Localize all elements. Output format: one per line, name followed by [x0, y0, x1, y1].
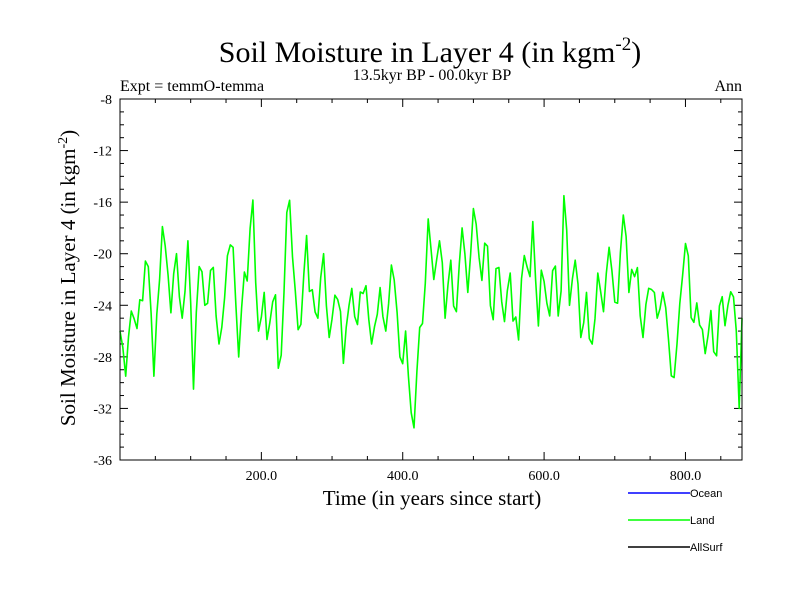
y-tick-label: -32 [93, 402, 112, 417]
y-tick-label: -24 [93, 299, 112, 314]
y-tick-label: -28 [93, 351, 112, 366]
y-tick-label: -12 [93, 145, 112, 160]
x-axis-label: Time (in years since start) [323, 486, 542, 510]
legend-label-land: Land [690, 515, 714, 527]
y-tick-label: -36 [93, 454, 112, 469]
x-tick-label: 400.0 [387, 469, 419, 484]
plot-frame [119, 98, 743, 461]
series-line-land [119, 194, 743, 429]
period-label: Ann [714, 78, 742, 95]
y-tick-label: -16 [93, 196, 112, 211]
y-tick-label: -8 [100, 93, 112, 108]
legend-label-allsurf: AllSurf [690, 542, 723, 554]
legend-label-ocean: Ocean [690, 488, 722, 500]
y-tick-label: -20 [93, 248, 112, 263]
x-tick-label: 800.0 [670, 469, 702, 484]
x-tick-label: 200.0 [246, 469, 278, 484]
chart-title: Soil Moisture in Layer 4 (in kgm-2) [219, 34, 641, 69]
x-tick-label: 600.0 [528, 469, 560, 484]
chart-subtitle: 13.5kyr BP - 00.0kyr BP [353, 67, 512, 84]
y-axis-label: Soil Moisture in Layer 4 (in kgm-2) [56, 130, 80, 426]
expt-label: Expt = temmO-temma [120, 78, 264, 95]
